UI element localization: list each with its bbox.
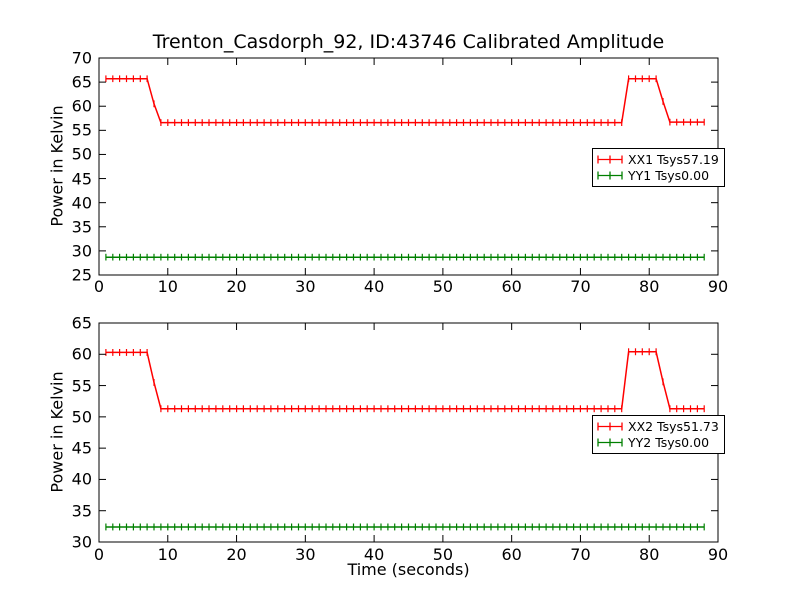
- legend-errorbar-swatch: [597, 422, 623, 431]
- x-tick-label: 10: [157, 277, 178, 296]
- x-tick-label: 70: [570, 277, 591, 296]
- legend-errorbar-swatch: [597, 438, 623, 447]
- y-tick-label: 65: [71, 313, 92, 333]
- x-axis-label: Time (seconds): [347, 560, 470, 579]
- x-tick-label: 90: [707, 277, 729, 296]
- series-yy1-errorbars: [105, 253, 705, 261]
- y-tick-label: 50: [71, 407, 92, 427]
- y-tick-label: 35: [71, 501, 92, 521]
- legend-label: YY1 Tsys0.00: [628, 168, 710, 183]
- legend-label: XX2 Tsys51.73: [628, 419, 719, 434]
- legend-label: XX1 Tsys57.19: [628, 152, 719, 167]
- x-tick-label: 40: [363, 277, 385, 296]
- y-tick-label: 30: [71, 241, 92, 261]
- y-tick-label: 40: [71, 193, 92, 213]
- x-tick-label: 60: [501, 545, 522, 564]
- y-tick-label: 55: [71, 120, 92, 140]
- series-xx2-line: [105, 351, 705, 410]
- x-tick-label: 10: [157, 545, 178, 564]
- y-tick-label: 60: [71, 344, 92, 364]
- x-tick-label: 80: [639, 545, 660, 564]
- y-tick-label: 60: [71, 96, 92, 116]
- x-tick-label: 80: [639, 277, 660, 296]
- y-tick-label: 25: [71, 265, 92, 285]
- x-tick-label: 0: [93, 545, 105, 564]
- x-tick-label: 70: [570, 545, 591, 564]
- legend-entry: YY1 Tsys0.00: [597, 168, 719, 183]
- legend-label: YY2 Tsys0.00: [628, 435, 710, 450]
- y-tick-label: 45: [71, 438, 92, 458]
- figure-title: Trenton_Casdorph_92, ID:43746 Calibrated…: [152, 31, 665, 53]
- x-tick-label: 60: [501, 277, 522, 296]
- x-tick-label: 0: [93, 277, 105, 296]
- y-tick-label: 65: [71, 72, 92, 92]
- legend-entry: XX1 Tsys57.19: [597, 152, 719, 167]
- legend-top: XX1 Tsys57.19 YY1 Tsys0.00: [592, 148, 725, 187]
- y-tick-label: 45: [71, 169, 92, 189]
- x-tick-label: 90: [707, 545, 729, 564]
- x-tick-label: 40: [363, 545, 385, 564]
- y-tick-label: 50: [71, 144, 92, 164]
- y-tick-label: 70: [71, 48, 92, 68]
- x-tick-label: 20: [226, 277, 247, 296]
- x-tick-label: 30: [295, 545, 316, 564]
- legend-errorbar-swatch: [597, 155, 623, 164]
- legend-bottom: XX2 Tsys51.73 YY2 Tsys0.00: [592, 415, 725, 454]
- legend-entry: YY2 Tsys0.00: [597, 435, 719, 450]
- series-yy2-errorbars: [105, 523, 705, 531]
- legend-entry: XX2 Tsys51.73: [597, 419, 719, 434]
- y-tick-label: 40: [71, 469, 92, 489]
- x-tick-label: 50: [432, 545, 454, 564]
- y-tick-label: 55: [71, 376, 92, 396]
- y-tick-label: 35: [71, 217, 92, 237]
- x-tick-label: 50: [432, 277, 454, 296]
- x-tick-label: 30: [295, 277, 316, 296]
- series-xx1-line: [105, 77, 705, 124]
- series-xx2-errorbars: [105, 348, 705, 413]
- legend-errorbar-swatch: [597, 171, 623, 180]
- y-tick-label: 30: [71, 532, 92, 552]
- series-xx1-errorbars: [105, 75, 705, 126]
- x-tick-label: 20: [226, 545, 247, 564]
